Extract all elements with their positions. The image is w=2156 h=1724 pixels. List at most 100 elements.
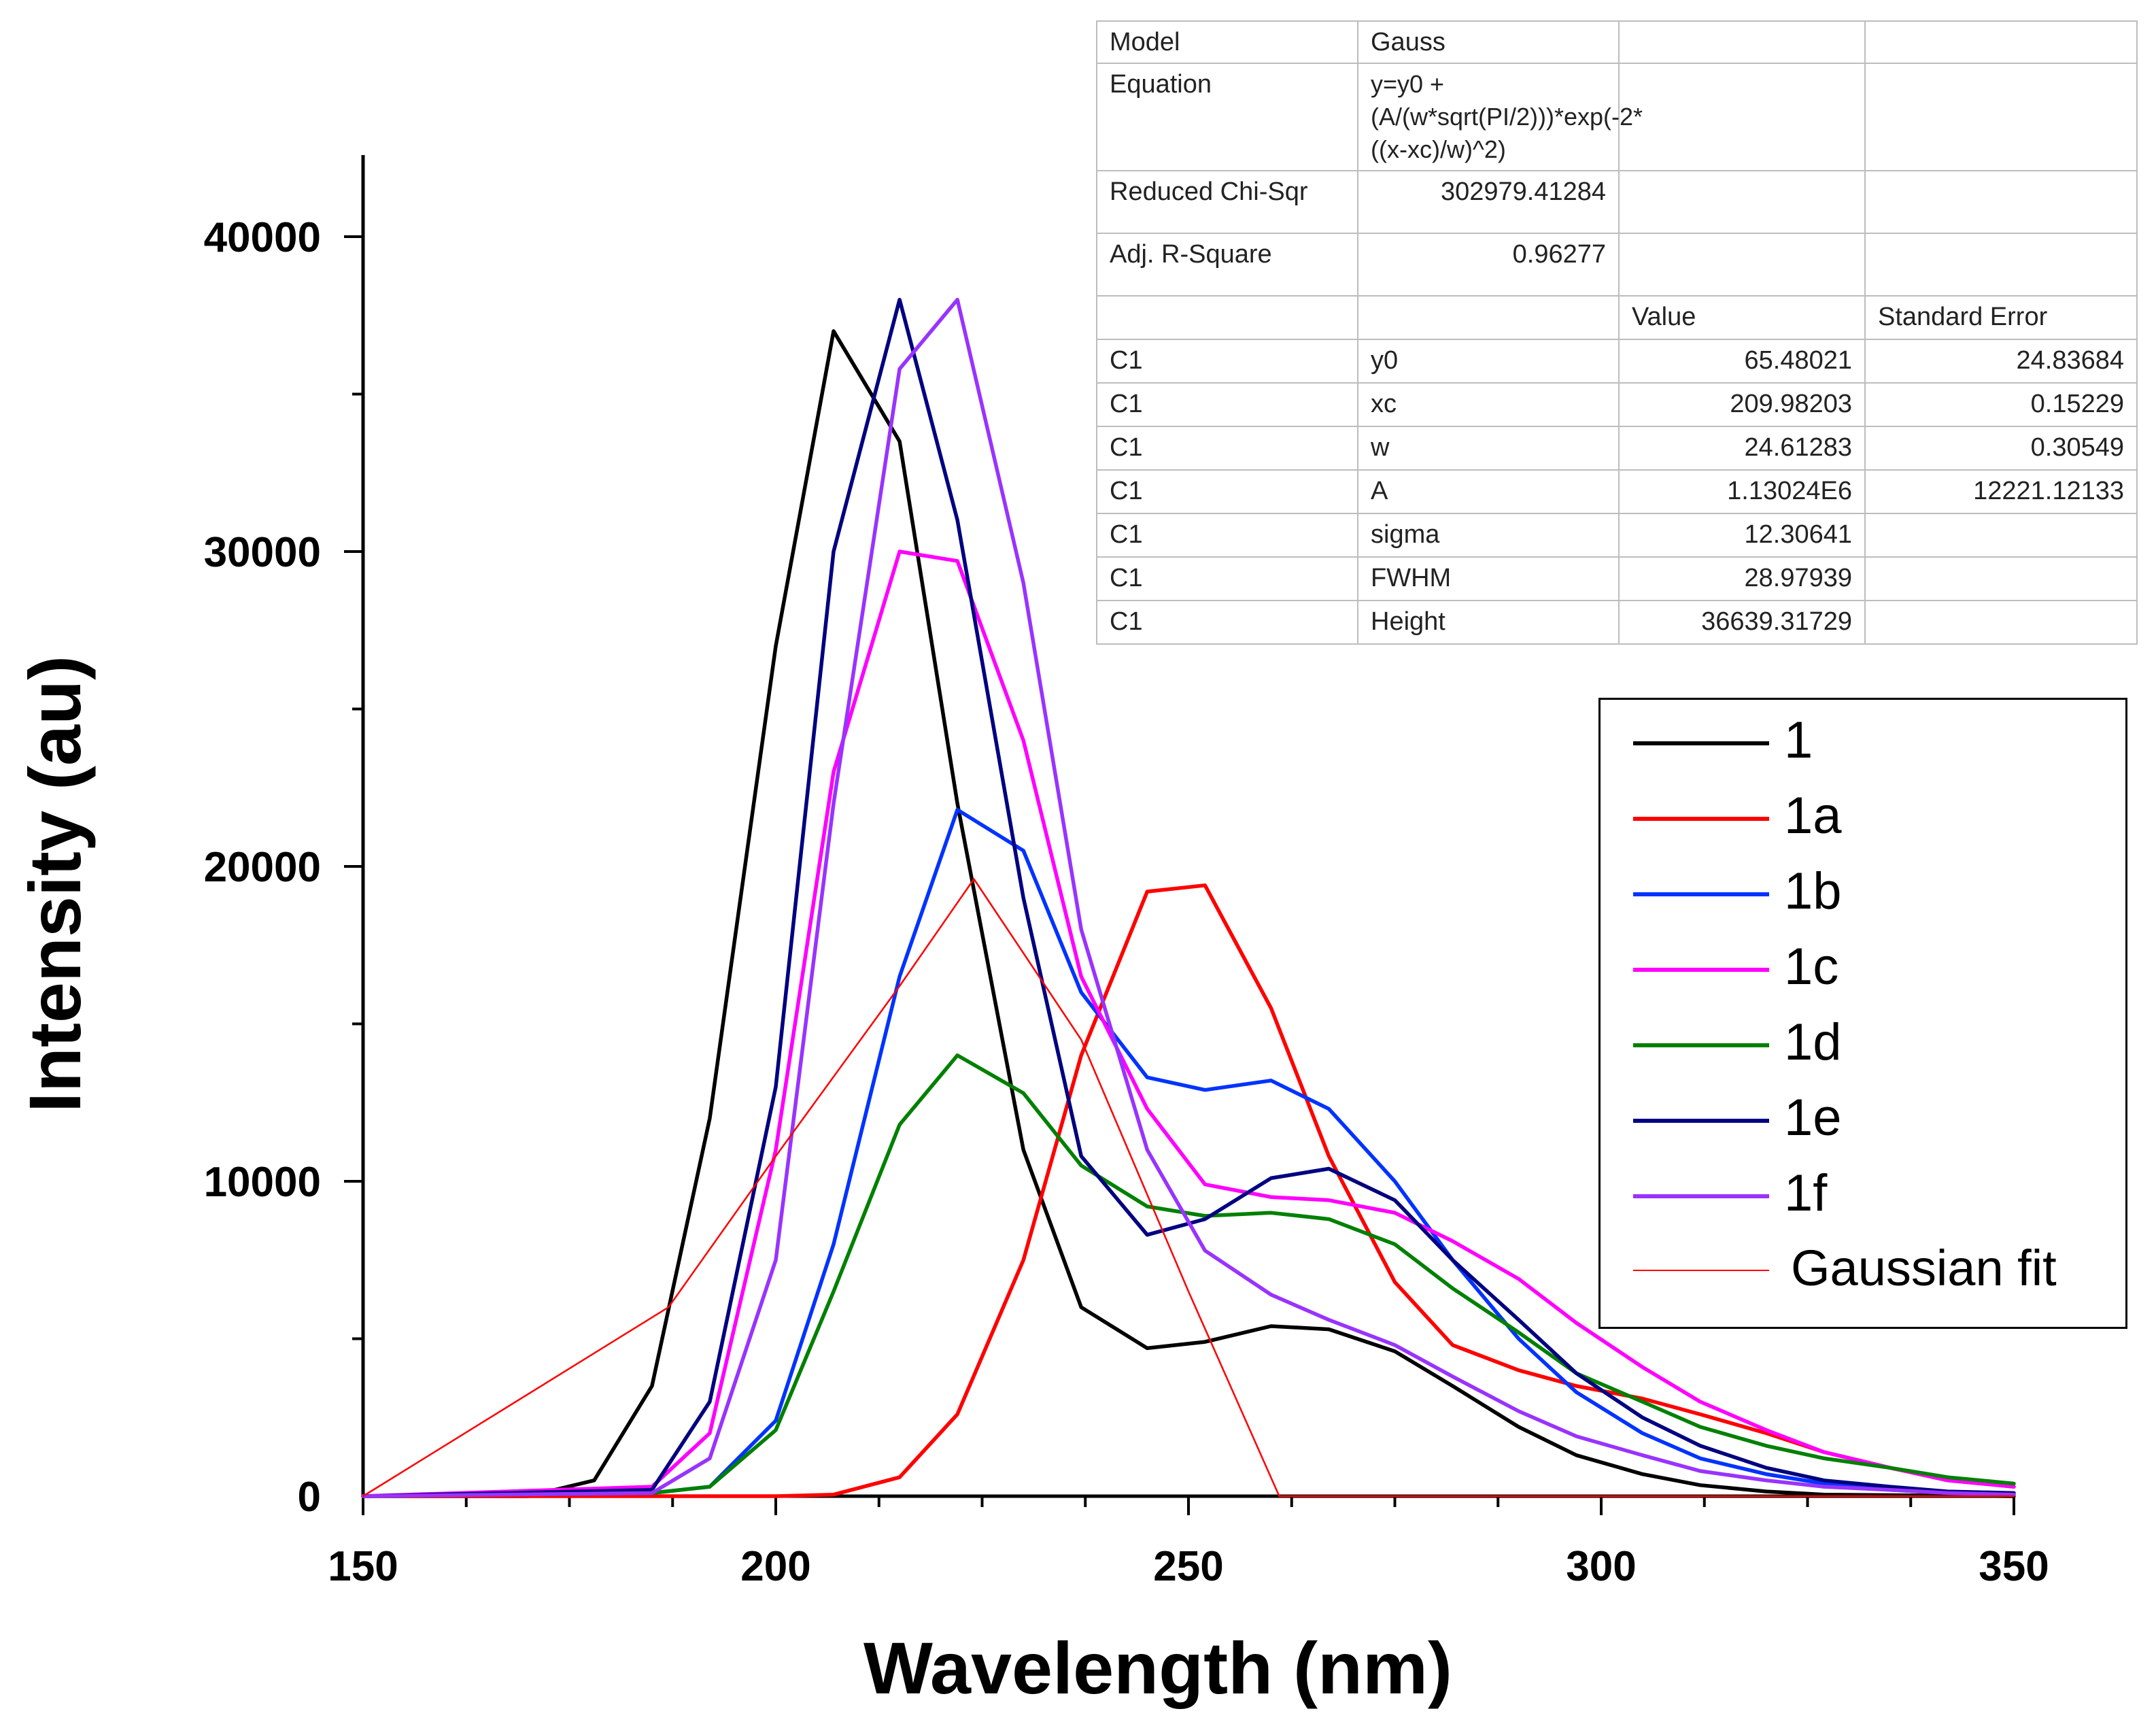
fit-table-cell: 0.30549 [1864,426,2138,471]
fit-table-row: Value Standard Error [1096,295,2138,340]
fit-table-cell [1864,20,2138,64]
fit-table-cell: Model [1096,20,1358,64]
legend-label: 1e [1784,1089,1842,1147]
fit-table-cell: w [1357,426,1620,471]
series-line-1c [361,550,2016,1498]
x-tick-label: 150 [328,1543,398,1590]
legend-swatch [1633,741,1769,745]
legend-item-1d: 1d [1601,1007,2125,1082]
fit-table-row: C1 sigma 12.30641 [1096,513,2138,558]
fit-table-row: C1 Height 36639.31729 [1096,600,2138,645]
legend-label: 1b [1784,862,1842,920]
fit-table-cell [1864,556,2138,601]
fit-table-row: C1 w 24.61283 0.30549 [1096,426,2138,471]
series-line-1e [361,297,2016,1498]
axes: 0 10000 20000 30000 40000 150 200 250 300 350 [204,155,2049,1590]
y-tick-label: 30000 [204,529,321,576]
fit-table-cell: 28.97939 [1618,556,1866,601]
fit-table-cell: C1 [1096,469,1358,514]
fit-table-cell: 24.83684 [1864,339,2138,384]
x-tick-label: 350 [1979,1543,2049,1590]
fit-table-cell [1864,600,2138,645]
x-tick-label: 250 [1153,1543,1223,1590]
y-tick-label: 40000 [204,214,321,261]
legend-label: Gaussian fit [1791,1240,2057,1296]
fit-table-cell [1618,20,1866,64]
fit-table-cell: Equation [1096,63,1358,171]
fit-table-cell: C1 [1096,339,1358,384]
legend-label: 1c [1784,938,1839,996]
fit-table-cell [1357,295,1620,340]
fit-table-row: Model Gauss [1096,20,2138,64]
series-line-1 [361,329,2016,1498]
fit-table-row: C1 xc 209.98203 0.15229 [1096,382,2138,427]
fit-table-row: Equation y=y0 + (A/(w*sqrt(PI/2)))*exp(-2… [1096,63,2138,171]
fit-table-cell: FWHM [1357,556,1620,601]
fit-table-cell: 24.61283 [1618,426,1866,471]
fit-table-cell: C1 [1096,600,1358,645]
legend-item-1: 1 [1601,705,2125,780]
fit-table-cell: Height [1357,600,1620,645]
fit-table-cell: A [1357,469,1620,514]
x-tick-label: 200 [740,1543,810,1590]
fit-table-cell [1864,63,2138,171]
legend-item-1c: 1c [1601,932,2125,1007]
fit-table-cell: 1.13024E6 [1618,469,1866,514]
fit-table-cell: 302979.41284 [1357,170,1620,234]
legend-label: 1f [1784,1164,1828,1222]
fit-table-row: Adj. R-Square 0.96277 [1096,233,2138,297]
fit-table-cell: Reduced Chi-Sqr [1096,170,1358,234]
fit-table-cell: 36639.31729 [1618,600,1866,645]
y-tick-label: 20000 [204,844,321,891]
fit-table-cell [1864,170,2138,234]
fit-table-row: C1 y0 65.48021 24.83684 [1096,339,2138,384]
legend-item-1e: 1e [1601,1083,2125,1157]
legend-swatch [1633,1043,1769,1047]
fit-table-cell [1618,170,1866,234]
fit-table-cell [1618,233,1866,297]
fit-table-cell: C1 [1096,513,1358,558]
fit-table-cell: 12221.12133 [1864,469,2138,514]
fit-table-cell: y=y0 + (A/(w*sqrt(PI/2)))*exp(-2*((x-xc)… [1357,63,1643,171]
series-line-1f [361,297,2016,1498]
y-tick-label: 0 [298,1474,321,1521]
fit-table-cell: xc [1357,382,1620,427]
y-tick-label: 10000 [204,1159,321,1206]
legend-swatch [1633,892,1769,896]
series-line-1d [361,1053,2016,1498]
fit-parameters-table: Model Gauss Equation y=y0 + (A/(w*sqrt(PI/2… [1096,20,2138,645]
fit-table-cell [1618,63,1866,171]
fit-table-cell [1864,233,2138,297]
x-axis-label: Wavelength (nm) [863,1627,1452,1709]
fit-table-row: Reduced Chi-Sqr 302979.41284 [1096,170,2138,234]
fit-table-row: C1 A 1.13024E6 12221.12133 [1096,469,2138,514]
legend-item-gaussian-fit: Gaussian fit [1601,1234,2125,1308]
y-axis-label: Intensity (au) [14,656,96,1113]
fit-table-cell: Value [1618,295,1866,340]
legend-swatch [1633,1119,1769,1123]
fit-table-cell: 209.98203 [1618,382,1866,427]
fit-table-cell: 65.48021 [1618,339,1866,384]
legend-swatch [1633,1194,1769,1198]
legend-item-1a: 1a [1601,781,2125,856]
legend-swatch [1633,1270,1769,1271]
legend-label: 1 [1784,711,1813,769]
fit-table-cell: 0.15229 [1864,382,2138,427]
legend-label: 1d [1784,1013,1842,1071]
fit-table-cell [1864,513,2138,558]
fit-table-cell: 0.96277 [1357,233,1620,297]
fit-table-cell: C1 [1096,556,1358,601]
fit-table-cell: 12.30641 [1618,513,1866,558]
fit-table-cell: Standard Error [1864,295,2138,340]
legend: 1 1a 1b 1c 1d 1e 1f Gaussian fit [1598,698,2127,1329]
fit-table-cell: Gauss [1357,20,1620,64]
fit-table-cell: Adj. R-Square [1096,233,1358,297]
legend-item-1b: 1b [1601,856,2125,931]
legend-swatch [1633,817,1769,821]
fit-table-cell [1096,295,1358,340]
legend-label: 1a [1784,787,1842,845]
series-group [361,297,2016,1498]
fit-table-row: C1 FWHM 28.97939 [1096,556,2138,601]
legend-item-1f: 1f [1601,1158,2125,1233]
